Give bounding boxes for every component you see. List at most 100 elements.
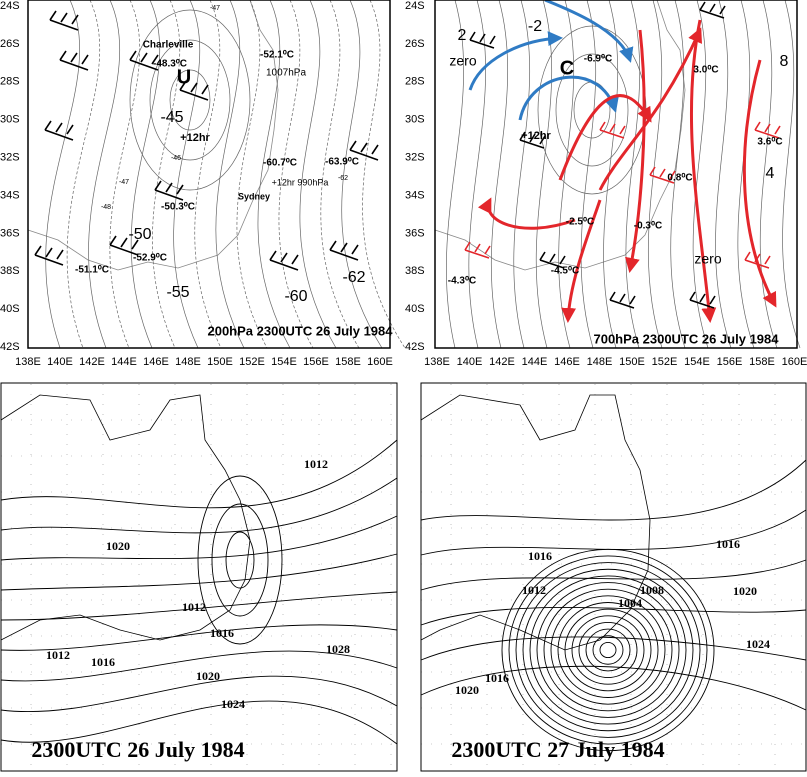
line: [624, 29, 646, 273]
line: [152, 0, 181, 349]
line: [737, 0, 755, 349]
lat-label: 30S: [405, 114, 425, 126]
panel-title: 2300UTC 27 July 1984: [451, 737, 664, 762]
line: [27, 0, 279, 271]
map-label: -63.9⁰C: [325, 157, 359, 168]
line: [194, 0, 222, 349]
lat-label: 26S: [405, 38, 425, 50]
line: [625, 0, 641, 349]
map-label: 1007hPa: [266, 68, 306, 79]
line: [154, 180, 184, 201]
lon-label: 146E: [143, 356, 169, 368]
lat-label: 32S: [405, 152, 425, 164]
lon-label: 154E: [684, 356, 710, 368]
map-label: -4.3⁰C: [448, 276, 476, 287]
map-label: -6.9⁰C: [584, 54, 612, 65]
map-label: Sydney: [238, 191, 270, 201]
line: [173, 0, 201, 349]
contour: [169, 69, 211, 131]
line: [362, 0, 406, 349]
map-label: 1016: [91, 655, 115, 669]
lat-label: 38S: [0, 265, 20, 277]
map-label: -60: [284, 288, 307, 305]
map-label: 1020: [733, 584, 757, 598]
contour: [555, 53, 629, 167]
lon-label: 142E: [79, 356, 105, 368]
contour: [129, 9, 251, 191]
map-label: -52.1⁰C: [260, 50, 294, 61]
map-label: 3.6⁰C: [757, 137, 782, 148]
lat-label: 38S: [405, 265, 425, 277]
line: [45, 0, 80, 349]
line: [257, 0, 291, 349]
lon-label: 140E: [457, 356, 483, 368]
lon-label: 154E: [271, 356, 297, 368]
isobar: [529, 575, 687, 725]
isobar: [592, 635, 624, 665]
panel-title: 200hPa 2300UTC 26 July 1984: [207, 323, 393, 338]
map-label: 1012: [46, 648, 70, 662]
panel-frame: [27, 0, 391, 349]
line: [689, 19, 717, 323]
map-label: -0.3⁰C: [634, 221, 662, 232]
isobar: [536, 582, 680, 718]
line: [649, 166, 676, 184]
lat-label: 26S: [0, 38, 20, 50]
lat-label: 36S: [405, 227, 425, 239]
map-label: 1016: [210, 626, 234, 640]
map-label: 1012: [304, 457, 328, 471]
line: [477, 197, 576, 230]
lon-label: 138E: [424, 356, 450, 368]
map-label: 1028: [326, 642, 350, 656]
isobar: [571, 615, 645, 685]
lat-label: 24S: [405, 0, 425, 12]
map-label: -50.3⁰C: [161, 202, 195, 213]
line: [329, 240, 359, 261]
line: [561, 199, 602, 323]
line: [179, 80, 209, 101]
map-label: 1020: [106, 539, 130, 553]
line: [744, 251, 771, 269]
lat-label: 42S: [0, 341, 20, 353]
line: [544, 0, 634, 63]
map-label: C: [560, 57, 574, 79]
lat-label: 28S: [0, 76, 20, 88]
map-label: 1012: [522, 583, 546, 597]
line: [692, 0, 709, 349]
lat-label: 40S: [0, 303, 20, 315]
map-label: 4: [766, 165, 775, 182]
line: [715, 0, 732, 349]
isobar: [564, 608, 652, 692]
lon-label: 148E: [175, 356, 201, 368]
isobar: [211, 503, 269, 617]
line: [34, 245, 64, 266]
map-label: -2: [528, 18, 542, 35]
map-label: Charleville: [143, 40, 194, 51]
map-label: 8: [780, 53, 789, 70]
isobar: [557, 602, 659, 698]
lon-label: 158E: [749, 356, 775, 368]
map-label: +12hr: [180, 132, 210, 144]
map-label: -48: [101, 204, 111, 211]
line: [446, 0, 464, 349]
line: [0, 624, 398, 651]
map-label: -55: [166, 284, 189, 301]
lon-label: 160E: [367, 356, 393, 368]
line: [341, 0, 383, 349]
isobar: [225, 531, 255, 589]
line: [130, 0, 161, 349]
line: [0, 675, 398, 713]
line: [299, 0, 337, 349]
line: [420, 459, 807, 521]
lat-label: 40S: [405, 303, 425, 315]
line: [420, 394, 651, 651]
lon-label: 142E: [489, 356, 515, 368]
line: [0, 700, 398, 745]
isobar: [501, 548, 715, 752]
map-label: -52.9⁰C: [133, 253, 167, 264]
map-label: 1012: [182, 600, 206, 614]
isobar: [543, 588, 673, 712]
